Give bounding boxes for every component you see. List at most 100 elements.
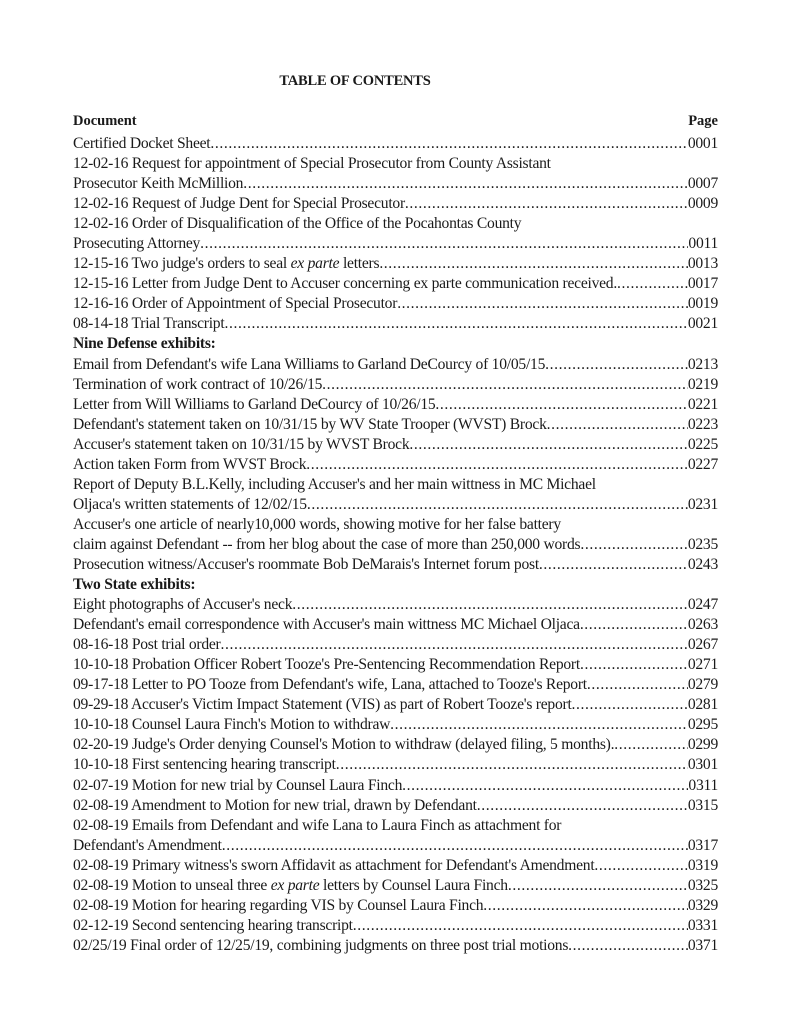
- page-number: 0315: [687, 796, 718, 814]
- toc-entry[interactable]: Certified Docket Sheet 0001: [73, 134, 718, 154]
- page-number: 0263: [687, 616, 718, 634]
- toc-entry[interactable]: 02-07-19 Motion for new trial by Counsel…: [73, 776, 718, 796]
- entry-title: 12-15-16 Two judge's orders to seal ex p…: [73, 254, 380, 274]
- toc-entry-line: Action taken Form from WVST Brock 0227: [73, 455, 718, 475]
- entry-title: Prosecuting Attorney: [73, 235, 201, 253]
- entry-title: 02/25/19 Final order of 12/25/19, combin…: [73, 936, 569, 954]
- toc-entry[interactable]: Accuser's one article of nearly10,000 wo…: [73, 515, 718, 555]
- toc-entry-line: 09-29-18 Accuser's Victim Impact Stateme…: [73, 695, 718, 715]
- toc-entry[interactable]: 09-29-18 Accuser's Victim Impact Stateme…: [73, 695, 718, 715]
- page-number: 0319: [687, 856, 718, 874]
- page-number: 0231: [687, 495, 718, 513]
- entry-title: Oljaca's written statements of 12/02/15: [73, 495, 307, 513]
- dot-leader: [568, 936, 688, 956]
- dot-leader: [545, 355, 688, 375]
- toc-entry-line: 02-08-19 Motion for hearing regarding VI…: [73, 896, 718, 916]
- page-number: 0295: [687, 716, 718, 734]
- entry-title: 02-07-19 Motion for new trial by Counsel…: [73, 776, 403, 794]
- toc-entry-line: Prosecutor Keith McMillion 0007: [73, 174, 718, 194]
- toc-entry[interactable]: 02-08-19 Emails from Defendant and wife …: [73, 816, 718, 856]
- dot-leader: [307, 495, 688, 515]
- entry-title: 12-15-16 Letter from Judge Dent to Accus…: [73, 275, 617, 293]
- toc-entry[interactable]: Letter from Will Williams to Garland DeC…: [73, 395, 718, 415]
- dot-leader: [390, 715, 688, 735]
- dot-leader: [539, 555, 688, 575]
- toc-entry[interactable]: 10-10-18 First sentencing hearing transc…: [73, 755, 718, 775]
- toc-entry[interactable]: Email from Defendant's wife Lana William…: [73, 355, 718, 375]
- toc-entry-line: 02-08-19 Primary witness's sworn Affidav…: [73, 856, 718, 876]
- entry-title: 02-08-19 Amendment to Motion for new tri…: [73, 796, 477, 814]
- toc-entry-line-continued: 12-02-16 Request for appointment of Spec…: [73, 154, 718, 174]
- toc-entry[interactable]: Report of Deputy B.L.Kelly, including Ac…: [73, 475, 718, 515]
- toc-entry[interactable]: 12-02-16 Request for appointment of Spec…: [73, 154, 718, 194]
- section-heading: Nine Defense exhibits:: [73, 335, 216, 353]
- toc-entry-line: Defendant's Amendment 0317: [73, 836, 718, 856]
- page-number: 0009: [687, 195, 718, 213]
- page-number: 0213: [687, 355, 718, 373]
- toc-entry-line: 02-08-19 Amendment to Motion for new tri…: [73, 796, 718, 816]
- page-number: 0007: [687, 175, 718, 193]
- toc-entry[interactable]: 10-10-18 Counsel Laura Finch's Motion to…: [73, 715, 718, 735]
- toc-entry[interactable]: 12-02-16 Request of Judge Dent for Speci…: [73, 194, 718, 214]
- entry-title: Accuser's statement taken on 10/31/15 by…: [73, 435, 410, 453]
- page-column-header: Page: [688, 113, 718, 129]
- toc-entry-line: 12-15-16 Letter from Judge Dent to Accus…: [73, 274, 718, 294]
- page-number: 0227: [687, 455, 718, 473]
- toc-entry[interactable]: 08-14-18 Trial Transcript 0021: [73, 314, 718, 334]
- toc-entry[interactable]: 02-08-19 Primary witness's sworn Affidav…: [73, 856, 718, 876]
- toc-entry[interactable]: 12-15-16 Letter from Judge Dent to Accus…: [73, 274, 718, 294]
- dot-leader: [614, 735, 688, 755]
- toc-entry-line: Letter from Will Williams to Garland DeC…: [73, 395, 718, 415]
- toc-entry-line: 12-02-16 Request of Judge Dent for Speci…: [73, 194, 718, 214]
- entry-title: 09-29-18 Accuser's Victim Impact Stateme…: [73, 696, 572, 714]
- page-number: 0331: [687, 916, 718, 934]
- toc-entry-line: 08-16-18 Post trial order 0267: [73, 635, 718, 655]
- dot-leader: [243, 174, 688, 194]
- entry-title: Defendant's email correspondence with Ac…: [73, 616, 580, 634]
- toc-entry[interactable]: Defendant's statement taken on 10/31/15 …: [73, 415, 718, 435]
- toc-entry[interactable]: 09-17-18 Letter to PO Tooze from Defenda…: [73, 675, 718, 695]
- toc-entry[interactable]: 12-02-16 Order of Disqualification of th…: [73, 214, 718, 254]
- entry-title: Prosecutor Keith McMillion: [73, 175, 244, 193]
- dot-leader: [617, 274, 688, 294]
- toc-entry-line: Termination of work contract of 10/26/15…: [73, 375, 718, 395]
- dot-leader: [508, 876, 688, 896]
- page-number: 0301: [687, 756, 718, 774]
- entry-title: 02-12-19 Second sentencing hearing trans…: [73, 916, 353, 934]
- toc-entry[interactable]: Action taken Form from WVST Brock 0227: [73, 455, 718, 475]
- toc-entry-line-continued: 02-08-19 Emails from Defendant and wife …: [73, 816, 718, 836]
- dot-leader: [379, 254, 688, 274]
- toc-entry[interactable]: 10-10-18 Probation Officer Robert Tooze'…: [73, 655, 718, 675]
- entry-title-text: letters by Counsel Laura Finch: [319, 876, 508, 894]
- toc-entry[interactable]: Termination of work contract of 10/26/15…: [73, 375, 718, 395]
- page-number: 0281: [687, 696, 718, 714]
- page-number: 0021: [687, 315, 718, 333]
- toc-entry[interactable]: 02-08-19 Motion to unseal three ex parte…: [73, 876, 718, 896]
- entry-title: Email from Defendant's wife Lana William…: [73, 355, 546, 373]
- entry-title: Accuser's one article of nearly10,000 wo…: [73, 515, 561, 533]
- page-number: 0019: [687, 295, 718, 313]
- toc-entry[interactable]: 02-08-19 Motion for hearing regarding VI…: [73, 896, 718, 916]
- dot-leader: [221, 635, 688, 655]
- entry-title: 09-17-18 Letter to PO Tooze from Defenda…: [73, 676, 587, 694]
- toc-entry[interactable]: 02-08-19 Amendment to Motion for new tri…: [73, 796, 718, 816]
- toc-entry[interactable]: Eight photographs of Accuser's neck 0247: [73, 595, 718, 615]
- entry-title: Eight photographs of Accuser's neck: [73, 596, 293, 614]
- dot-leader: [587, 675, 688, 695]
- toc-entry[interactable]: Defendant's email correspondence with Ac…: [73, 615, 718, 635]
- entry-title: Defendant's Amendment: [73, 836, 222, 854]
- toc-entry-line: Accuser's statement taken on 10/31/15 by…: [73, 435, 718, 455]
- toc-entry[interactable]: Accuser's statement taken on 10/31/15 by…: [73, 435, 718, 455]
- toc-entry[interactable]: 02/25/19 Final order of 12/25/19, combin…: [73, 936, 718, 956]
- toc-entry[interactable]: Prosecution witness/Accuser's roommate B…: [73, 555, 718, 575]
- toc-entry[interactable]: 12-15-16 Two judge's orders to seal ex p…: [73, 254, 718, 274]
- toc-entry[interactable]: 02-12-19 Second sentencing hearing trans…: [73, 916, 718, 936]
- toc-entry[interactable]: 08-16-18 Post trial order 0267: [73, 635, 718, 655]
- toc-entry-line: claim against Defendant -- from her blog…: [73, 535, 718, 555]
- toc-entry[interactable]: 12-16-16 Order of Appointment of Special…: [73, 294, 718, 314]
- dot-leader: [409, 435, 687, 455]
- toc-entry[interactable]: 02-20-19 Judge's Order denying Counsel's…: [73, 735, 718, 755]
- toc-entry-line: Prosecuting Attorney 0011: [73, 234, 718, 254]
- toc-entry-line: Defendant's email correspondence with Ac…: [73, 615, 718, 635]
- toc-entry-line: 02-12-19 Second sentencing hearing trans…: [73, 916, 718, 936]
